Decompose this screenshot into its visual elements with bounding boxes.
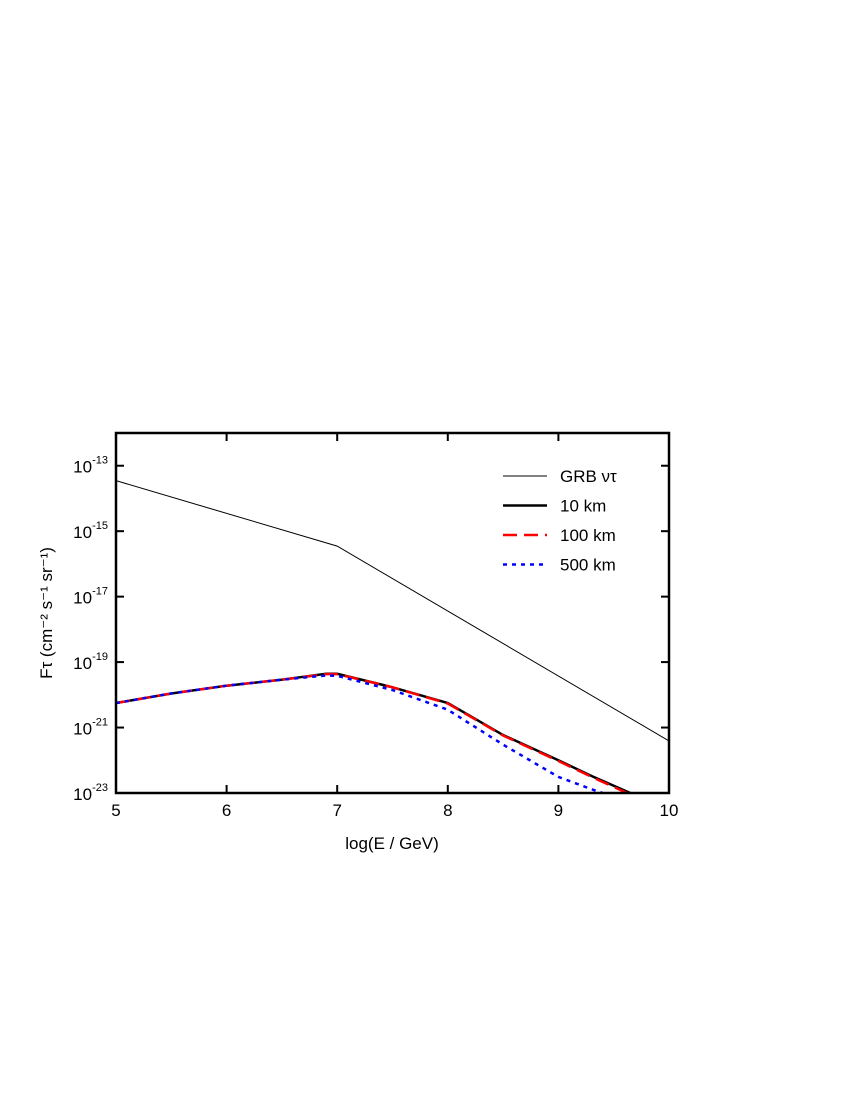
y-tick-label: 10-13 (73, 455, 108, 477)
x-tick-label: 7 (332, 801, 341, 820)
y-tick-label: 10-15 (73, 520, 108, 542)
series-line (116, 480, 669, 742)
series-line (116, 672, 628, 793)
x-tick-label: 8 (443, 801, 452, 820)
y-tick-label: 10-21 (73, 717, 108, 739)
x-tick-label: 10 (660, 801, 679, 820)
legend-label: GRB ντ (560, 467, 617, 486)
plot-frame (114, 431, 671, 795)
x-tick-label: 5 (111, 801, 120, 820)
y-tick-label: 10-17 (73, 586, 108, 608)
x-tick-label: 6 (222, 801, 231, 820)
x-tick-label: 9 (554, 801, 563, 820)
x-axis-title: log(E / GeV) (345, 834, 439, 853)
legend-label: 10 km (560, 497, 606, 516)
legend-label: 100 km (560, 526, 616, 545)
series-line (116, 674, 604, 793)
y-tick-label: 10-19 (73, 651, 108, 673)
y-axis-title: Fτ (cm⁻² s⁻¹ sr⁻¹) (37, 547, 56, 679)
y-tick-label: 10-23 (73, 782, 108, 804)
legend-label: 500 km (560, 556, 616, 575)
